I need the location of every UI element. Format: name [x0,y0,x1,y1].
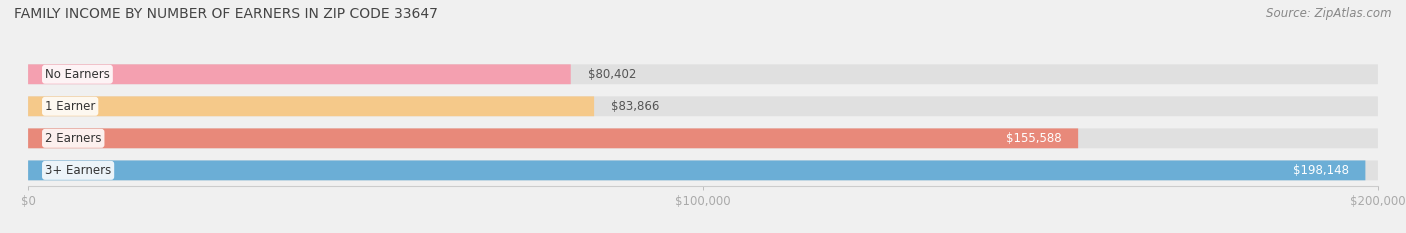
FancyBboxPatch shape [28,128,1078,148]
Text: No Earners: No Earners [45,68,110,81]
Text: 3+ Earners: 3+ Earners [45,164,111,177]
Text: $155,588: $155,588 [1005,132,1062,145]
Text: Source: ZipAtlas.com: Source: ZipAtlas.com [1267,7,1392,20]
FancyBboxPatch shape [28,64,571,84]
FancyBboxPatch shape [28,96,595,116]
FancyBboxPatch shape [28,128,1378,148]
Text: FAMILY INCOME BY NUMBER OF EARNERS IN ZIP CODE 33647: FAMILY INCOME BY NUMBER OF EARNERS IN ZI… [14,7,437,21]
FancyBboxPatch shape [28,161,1378,180]
Text: $83,866: $83,866 [612,100,659,113]
FancyBboxPatch shape [28,64,1378,84]
FancyBboxPatch shape [28,96,1378,116]
Text: $198,148: $198,148 [1292,164,1348,177]
Text: 2 Earners: 2 Earners [45,132,101,145]
Text: 1 Earner: 1 Earner [45,100,96,113]
FancyBboxPatch shape [28,161,1365,180]
Text: $80,402: $80,402 [588,68,636,81]
